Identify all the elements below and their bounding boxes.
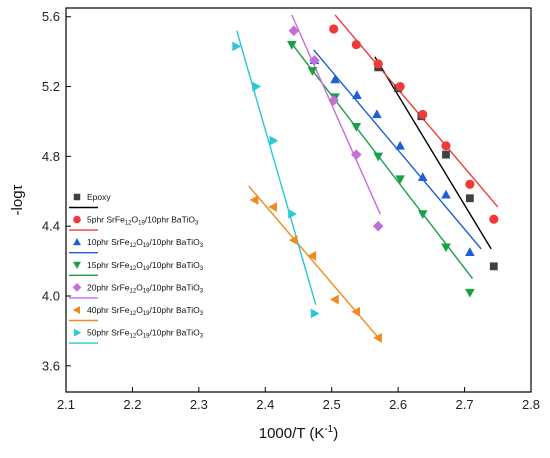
x-tick-label: 2.2 (123, 397, 141, 412)
data-point-series-1 (489, 214, 499, 224)
plot-frame (65, 7, 532, 393)
data-point-series-2 (352, 90, 362, 99)
data-point-series-6 (269, 135, 279, 146)
y-tick-label: 5.6 (42, 9, 60, 24)
x-tick-label: 2.3 (190, 397, 208, 412)
legend-label-4: 20phr SrFe12O19/10phr BaTiO3 (87, 282, 204, 294)
data-point-series-2 (465, 247, 475, 257)
legend-label-5: 40phr SrFe12O19/10phr BaTiO3 (87, 305, 204, 317)
legend-label-2: 10phr SrFe12O19/10phr BaTiO3 (87, 237, 204, 249)
data-point-series-4 (328, 95, 339, 106)
data-point-series-2 (395, 140, 405, 150)
legend-marker-2 (73, 238, 81, 246)
data-point-series-4 (288, 25, 300, 36)
legend-marker-6 (73, 328, 82, 337)
data-point-series-3 (395, 175, 405, 185)
data-point-series-1 (329, 24, 339, 34)
data-point-series-1 (351, 40, 361, 50)
legend-marker-0 (73, 193, 81, 201)
fit-line-series-6 (236, 30, 317, 305)
legend-marker-4 (72, 283, 82, 292)
data-point-series-0 (465, 194, 474, 203)
x-tick-label: 2.1 (57, 397, 75, 412)
data-point-series-3 (465, 288, 475, 298)
x-tick-label: 2.7 (456, 397, 474, 412)
legend: Epoxy 5phr SrFe12O19/10phr BaTiO3 10phr Sr… (69, 192, 204, 344)
data-point-series-6 (252, 81, 262, 92)
data-point-series-6 (310, 308, 320, 319)
data-point-series-3 (351, 123, 362, 132)
y-tick-label: 3.6 (42, 358, 60, 373)
data-point-series-3 (417, 210, 428, 220)
data-point-series-4 (372, 220, 384, 232)
x-tick-label: 2.5 (323, 397, 341, 412)
data-point-series-5 (268, 202, 277, 212)
legend-label-6: 50phr SrFe12O19/10phr BaTiO3 (87, 328, 204, 340)
data-point-series-6 (232, 41, 242, 52)
data-point-series-4 (351, 149, 362, 160)
y-tick-label: 4.4 (42, 219, 60, 234)
data-points-layer (232, 24, 499, 343)
y-tick-label: 4.8 (42, 149, 60, 164)
data-point-series-1 (465, 179, 475, 189)
data-point-series-6 (288, 209, 297, 219)
data-point-series-5 (249, 195, 259, 205)
fit-line-series-0 (374, 56, 492, 250)
data-point-series-5 (373, 333, 382, 343)
y-axis-label: -logτ (9, 184, 26, 215)
data-point-series-0 (489, 262, 498, 271)
fit-line-series-4 (291, 14, 381, 215)
data-point-series-3 (441, 243, 451, 253)
data-point-series-5 (329, 294, 339, 305)
x-tick-label: 2.8 (522, 397, 540, 412)
legend-marker-5 (72, 306, 81, 314)
legend-label-0: Epoxy (87, 192, 111, 202)
data-point-series-1 (418, 109, 428, 120)
legend-marker-3 (73, 261, 81, 269)
fit-line-series-5 (248, 185, 383, 342)
y-tick-label: 4.0 (42, 289, 60, 304)
legend-marker-1 (73, 215, 81, 224)
ticks-layer: 2.1 2.2 2.3 2.4 2.5 2.6 2.7 2.8 3.6 4.0 4.4 4.8 5.2 5… (42, 9, 540, 412)
x-tick-label: 2.4 (256, 397, 274, 412)
fit-line-series-3 (289, 40, 474, 279)
data-point-series-1 (395, 81, 405, 92)
data-point-series-4 (309, 55, 320, 66)
x-tick-label: 2.6 (389, 397, 407, 412)
fit-lines-layer (236, 14, 499, 342)
data-point-series-2 (441, 189, 451, 199)
data-point-series-1 (373, 59, 383, 69)
legend-label-1: 5phr SrFe12O19/10phr BaTiO3 (87, 215, 199, 227)
data-point-series-0 (442, 150, 450, 159)
data-point-series-2 (417, 172, 428, 181)
data-point-series-3 (287, 40, 297, 50)
data-point-series-5 (307, 251, 317, 261)
data-point-series-5 (351, 306, 360, 317)
legend-label-3: 15phr SrFe12O19/10phr BaTiO3 (87, 260, 204, 272)
data-point-series-1 (441, 141, 451, 151)
x-axis-label: 1000/T (K-1) (259, 424, 339, 442)
data-point-series-2 (330, 74, 340, 84)
y-tick-label: 5.2 (42, 79, 60, 94)
data-point-series-3 (373, 152, 384, 162)
data-point-series-3 (307, 67, 318, 76)
fit-line-series-1 (334, 14, 499, 208)
data-point-series-2 (372, 109, 382, 119)
data-point-series-5 (288, 235, 298, 245)
